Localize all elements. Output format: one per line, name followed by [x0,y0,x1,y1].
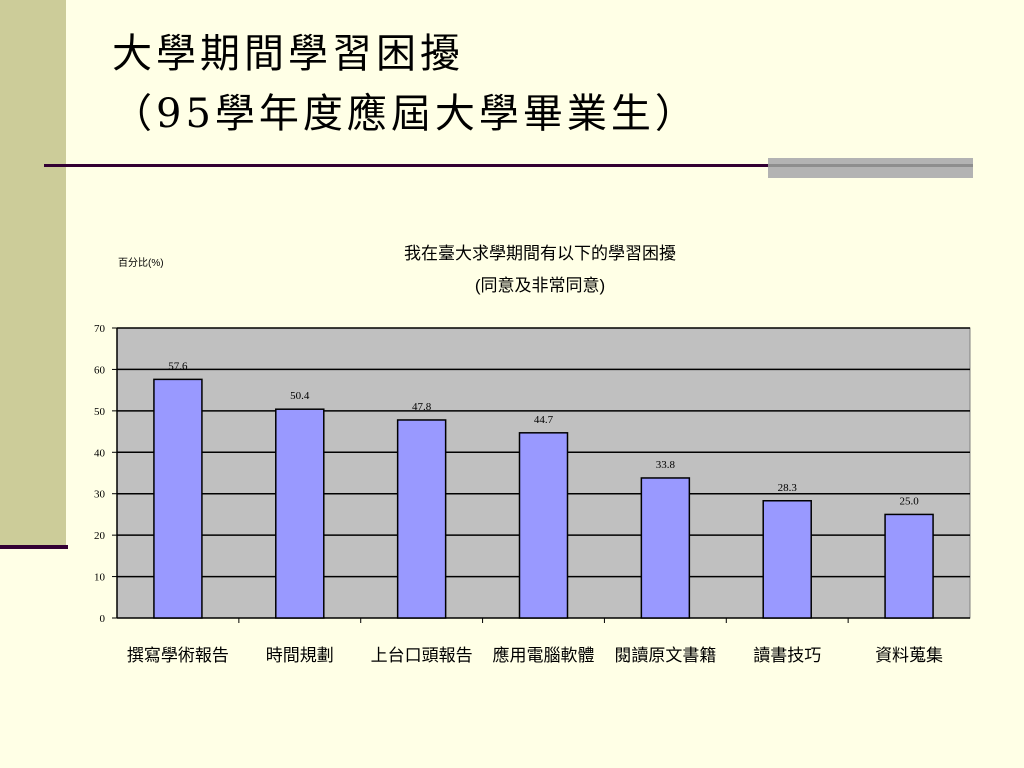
data-label: 50.4 [290,390,310,402]
bar [884,513,934,619]
y-tick-label: 50 [94,406,106,418]
slide-title-line2: （95學年度應屆大學畢業生） [112,91,699,137]
y-tick-label: 10 [94,572,106,584]
x-tick-label: 讀書技巧 [753,646,821,665]
data-label: 25.0 [899,495,919,507]
bar [153,378,203,619]
y-tick-label: 40 [94,447,106,459]
slide-title: 大學期間學習困擾 （95學年度應屆大學畢業生） [112,24,699,144]
y-tick-label: 70 [94,323,106,335]
y-tick-label: 60 [94,364,106,376]
data-label: 28.3 [778,482,798,494]
bar [762,500,812,619]
data-label: 57.6 [168,360,188,372]
y-axis-label: 百分比(%) [118,257,164,269]
bar [396,419,447,619]
y-tick-label: 20 [94,530,106,542]
x-tick-label: 撰寫學術報告 [127,646,229,665]
x-tick-label: 閱讀原文書籍 [614,646,716,665]
data-label: 44.7 [534,414,554,426]
x-tick-label: 資料蒐集 [875,646,943,665]
left-decorative-rule [0,545,68,549]
y-tick-label: 0 [100,613,106,625]
bar [640,477,691,619]
chart-subtitle: (同意及非常同意) [475,276,605,295]
bar [518,432,569,619]
chart-title: 我在臺大求學期間有以下的學習困擾 [404,244,676,263]
bar [275,408,325,619]
y-tick-label: 30 [94,489,106,501]
title-underline-accent [768,158,973,178]
data-label: 33.8 [656,459,676,471]
data-label: 47.8 [412,401,432,413]
x-tick-label: 時間規劃 [266,646,334,665]
x-tick-label: 上台口頭報告 [371,646,473,665]
slide-title-line1: 大學期間學習困擾 [112,31,464,77]
x-tick-label: 應用電腦軟體 [493,645,595,665]
left-decorative-band [0,0,66,545]
title-underline [44,164,768,167]
